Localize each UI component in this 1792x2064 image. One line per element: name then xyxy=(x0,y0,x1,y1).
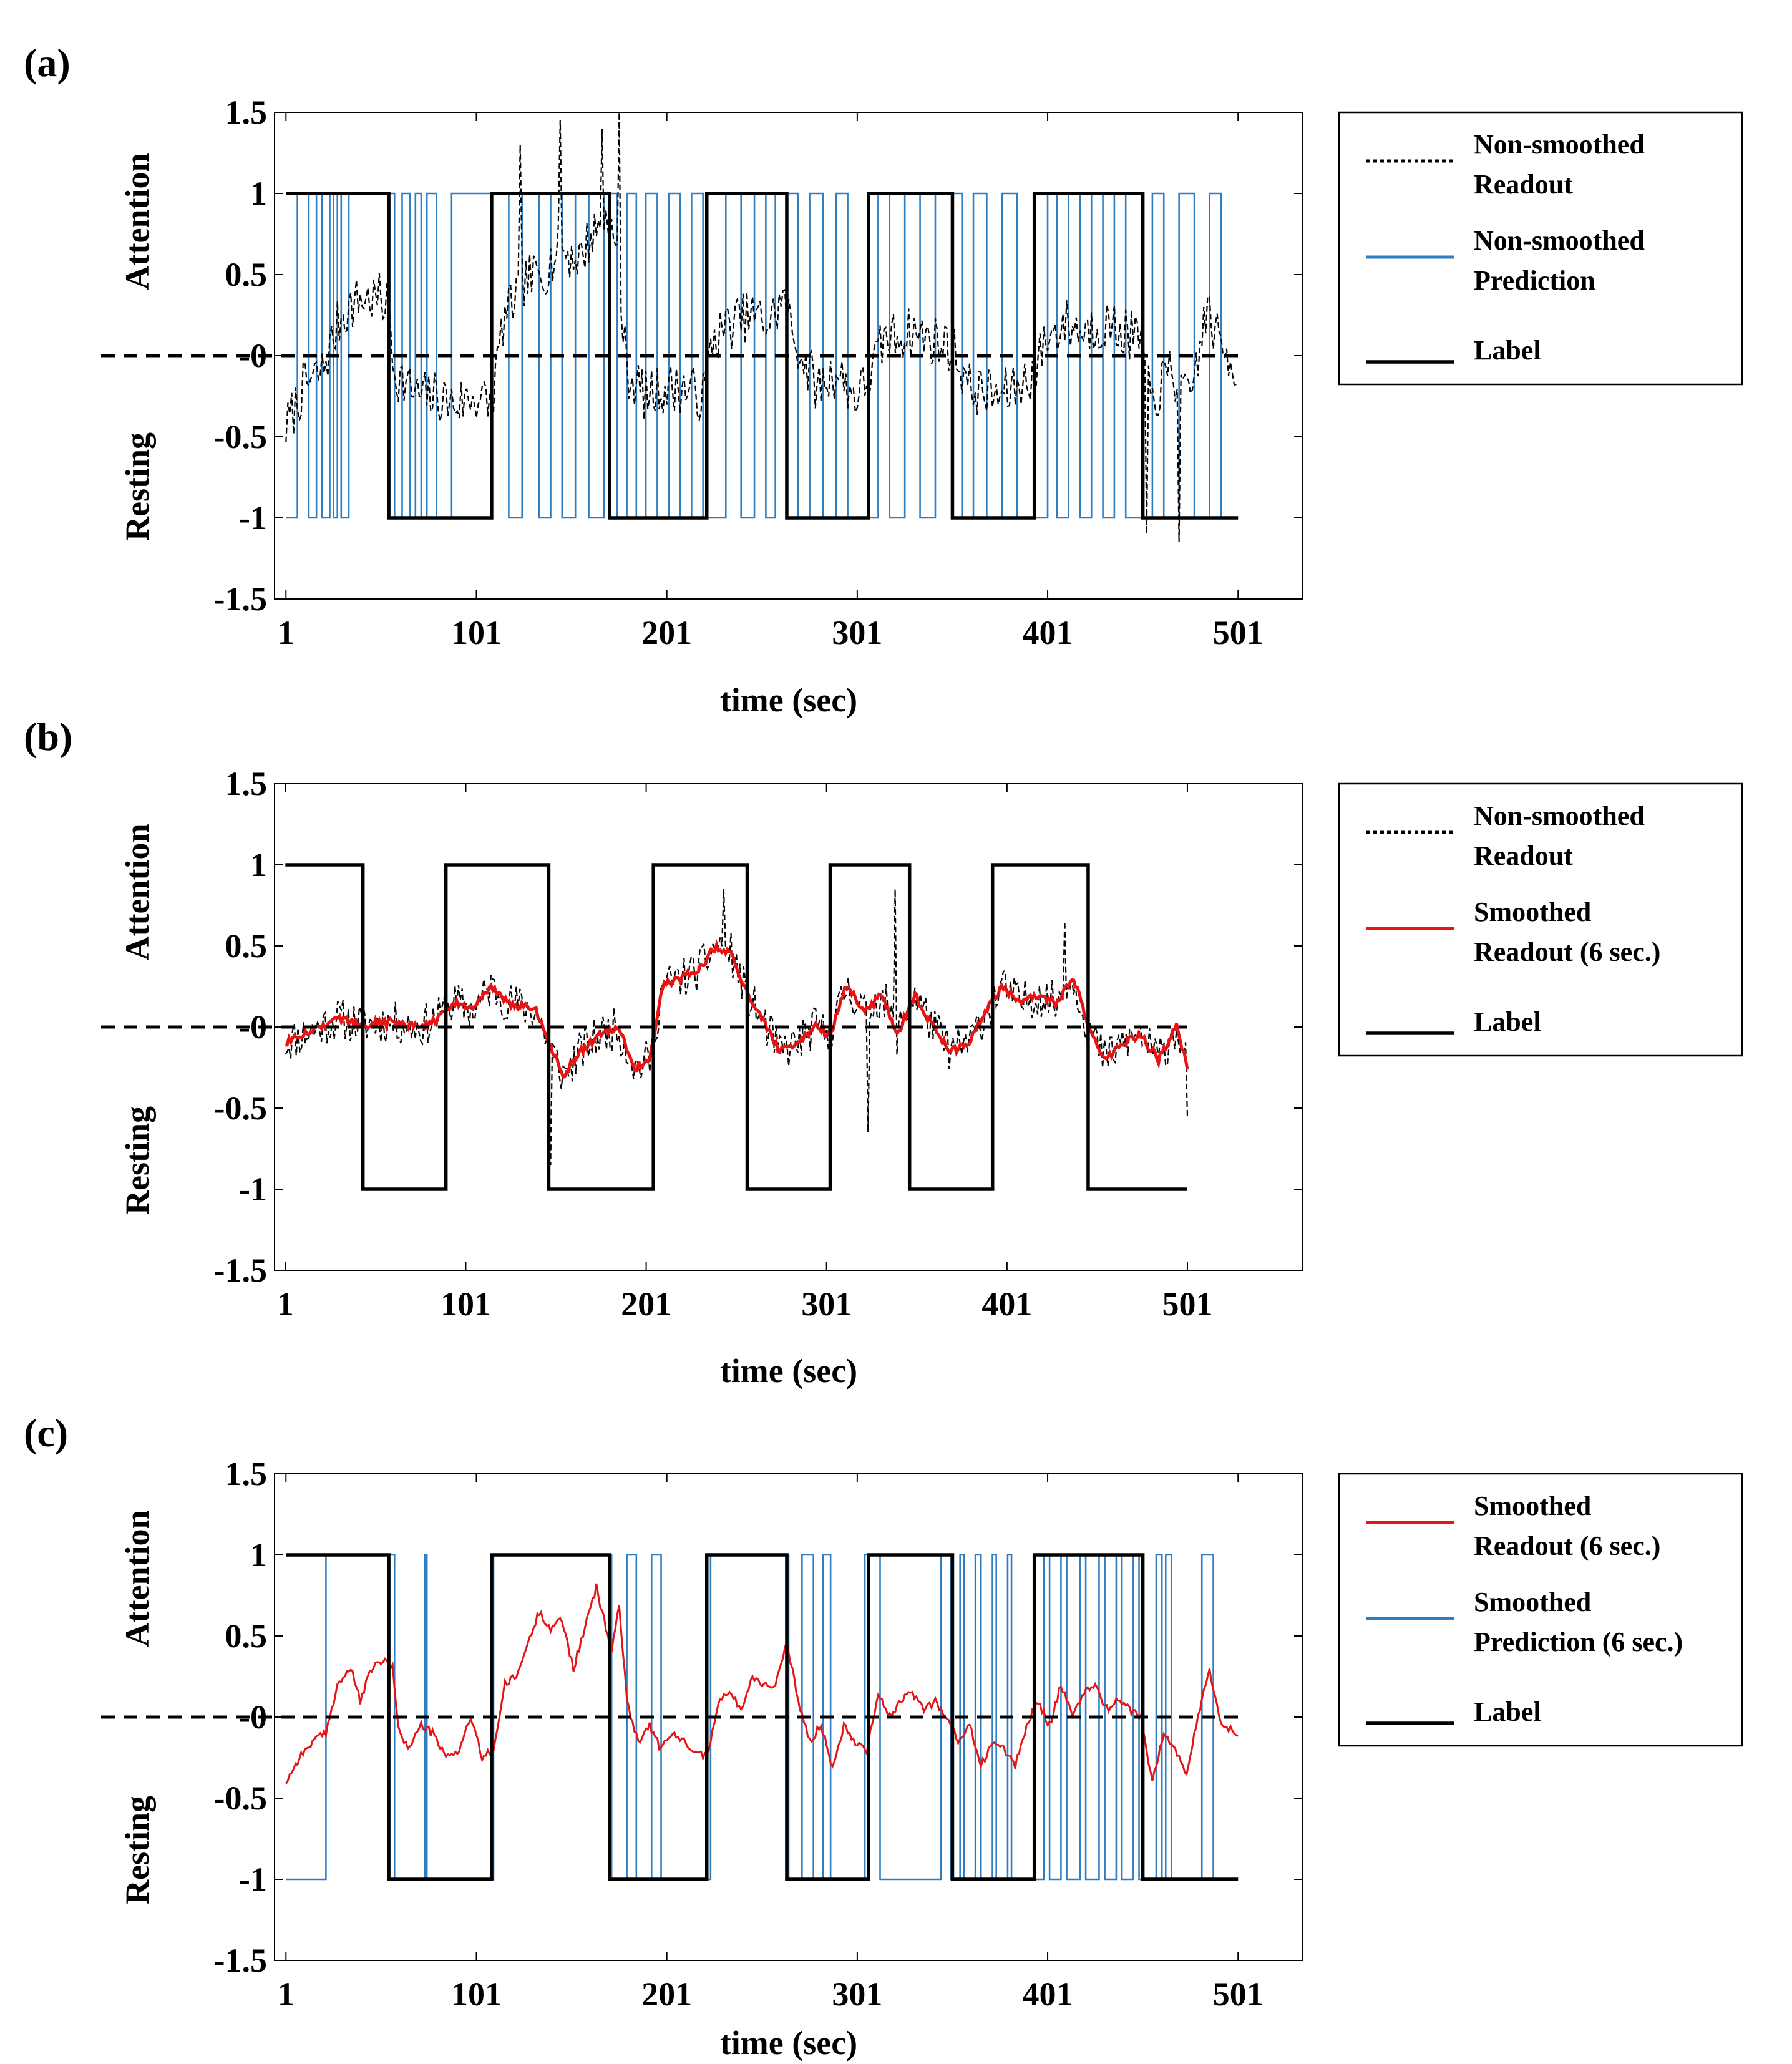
legend-a-0-line2: Readout xyxy=(1474,169,1573,200)
prediction-layer-c xyxy=(286,1554,1239,1881)
y-tick-label-b-5: -1 xyxy=(239,1171,267,1208)
legend-a: Non-smoothed Readout Non-smoothed Predic… xyxy=(1338,111,1743,386)
legend-box-b xyxy=(1338,782,1743,1057)
y-tick-label-a-4: -0.5 xyxy=(214,418,267,455)
panel-b: (b) 1 101 201 301 401 5011.510.5-0-0.5-1-1.5 … xyxy=(24,714,1743,1390)
y-tick-label-b-3: -0 xyxy=(239,1008,267,1046)
panel-a: (a) 1 101 201 301 401 5011.510.5-0-0.5-1-1.5 … xyxy=(24,41,1743,719)
legend-a-1-line2: Prediction xyxy=(1474,265,1595,296)
readout-layer-a xyxy=(285,112,1239,543)
legend-b-1-line1: Smoothed xyxy=(1474,897,1591,927)
readout-layer-b xyxy=(285,888,1189,1166)
y-tick-label-c-4: -0.5 xyxy=(214,1779,267,1817)
legend-c-0-line1: Smoothed xyxy=(1474,1491,1591,1521)
y-tick-label-c-5: -1 xyxy=(239,1861,267,1898)
y-tick-label-b-0: 1.5 xyxy=(225,765,268,802)
x-tick-label-b-0: 1 xyxy=(277,1285,294,1323)
tick-layer-c: 1 101 201 301 401 501 1.5 1 0.5 -0 -0.5 -1 -1.5 xyxy=(214,1455,1303,2013)
xlabel-c: time (sec) xyxy=(720,2024,857,2062)
x-tick-label-a-1: 101 xyxy=(451,614,502,651)
legend-b-0-line1: Non-smoothed xyxy=(1474,801,1645,831)
y-tick-label-c-0: 1.5 xyxy=(225,1455,268,1492)
x-tick-label-a-0: 1 xyxy=(278,614,295,651)
legend-b-1-line2: Readout (6 sec.) xyxy=(1474,937,1660,967)
y-tick-label-c-6: -1.5 xyxy=(214,1942,267,1979)
legend-c: Smoothed Readout (6 sec.) Smoothed Predi… xyxy=(1338,1473,1743,1747)
y-tick-label-a-6: -1.5 xyxy=(214,580,267,618)
x-tick-label-c-5: 501 xyxy=(1213,1975,1264,2013)
panel-label-b: (b) xyxy=(24,714,72,759)
legend-a-2-line1: Label xyxy=(1474,335,1541,366)
panel-label-a: (a) xyxy=(24,41,71,85)
x-tick-label-c-2: 201 xyxy=(641,1975,692,2013)
tick-layer-b: 1 101 201 301 401 501 1.5 1 0.5 -0 -0.5 -1 -1.5 xyxy=(214,765,1303,1323)
y-tick-label-b-2: 0.5 xyxy=(225,927,268,965)
y-tick-label-a-0: 1.5 xyxy=(225,94,268,131)
legend-a-0-line1: Non-smoothed xyxy=(1474,129,1645,160)
y-tick-label-a-3: -0 xyxy=(239,337,267,374)
x-tick-label-b-3: 301 xyxy=(801,1285,852,1323)
x-tick-label-c-1: 101 xyxy=(451,1975,502,2013)
x-tick-label-a-2: 201 xyxy=(641,614,692,651)
xlabel-b: time (sec) xyxy=(720,1352,857,1390)
y-tick-label-b-6: -1.5 xyxy=(214,1252,267,1289)
y-tick-label-c-2: 0.5 xyxy=(225,1617,268,1655)
y-tick-label-b-1: 1 xyxy=(250,846,267,884)
x-tick-label-b-1: 101 xyxy=(441,1285,491,1323)
label-series-b xyxy=(285,863,1187,1191)
smoothed-layer-b xyxy=(285,938,1189,1080)
legend-b-2-line1: Label xyxy=(1474,1006,1541,1037)
ylabel-attention-a: Attention xyxy=(119,153,156,290)
x-tick-label-b-4: 401 xyxy=(981,1285,1032,1323)
x-tick-label-c-4: 401 xyxy=(1023,1975,1073,2013)
legend-a-1-line1: Non-smoothed xyxy=(1474,225,1645,256)
x-tick-label-b-5: 501 xyxy=(1162,1285,1212,1323)
y-tick-label-c-1: 1 xyxy=(250,1536,267,1574)
legend-b: Non-smoothed Readout Smoothed Readout (6… xyxy=(1338,782,1743,1057)
x-tick-label-c-0: 1 xyxy=(278,1975,295,2013)
y-tick-label-a-5: -1 xyxy=(239,499,267,537)
smoothed-layer-c xyxy=(285,1583,1239,1784)
y-tick-label-a-1: 1 xyxy=(250,175,267,212)
legend-c-1-line1: Smoothed xyxy=(1474,1587,1591,1617)
prediction-series-c xyxy=(286,1554,1239,1881)
ylabel-resting-c: Resting xyxy=(119,1796,156,1904)
y-tick-label-c-3: -0 xyxy=(239,1698,267,1736)
x-tick-label-b-2: 201 xyxy=(621,1285,671,1323)
ylabel-resting-a: Resting xyxy=(119,432,156,541)
panel-c: (c) 1 101 201 301 401 5011.510.5-0-0.5-1-1.5 … xyxy=(24,1411,1743,2062)
ylabel-attention-c: Attention xyxy=(119,1511,156,1647)
panel-label-c: (c) xyxy=(24,1411,68,1455)
legend-b-0-line2: Readout xyxy=(1474,840,1573,871)
legend-c-2-line1: Label xyxy=(1474,1696,1541,1727)
tick-layer-a: 1 101 201 301 401 501 1.5 1 0.5 -0 -0.5 -1 -1.5 xyxy=(214,94,1303,651)
x-tick-label-c-3: 301 xyxy=(832,1975,882,2013)
smoothed-series-c xyxy=(285,1583,1239,1784)
y-tick-label-b-4: -0.5 xyxy=(214,1089,267,1127)
readout-series-b xyxy=(285,888,1189,1166)
ylabel-attention-b: Attention xyxy=(119,824,156,961)
x-tick-label-a-4: 401 xyxy=(1023,614,1073,651)
readout-series-a xyxy=(285,112,1239,543)
smoothed-series-b xyxy=(285,938,1189,1080)
legend-c-1-line2: Prediction (6 sec.) xyxy=(1474,1627,1683,1657)
ylabel-resting-b: Resting xyxy=(119,1106,156,1215)
legend-box-c xyxy=(1338,1473,1743,1747)
x-tick-label-a-3: 301 xyxy=(832,614,882,651)
label-layer-b xyxy=(285,863,1187,1191)
legend-c-0-line2: Readout (6 sec.) xyxy=(1474,1531,1660,1561)
y-tick-label-a-2: 0.5 xyxy=(225,256,268,293)
x-tick-label-a-5: 501 xyxy=(1213,614,1264,651)
xlabel-a: time (sec) xyxy=(720,681,857,719)
legend-box-a xyxy=(1338,111,1743,386)
